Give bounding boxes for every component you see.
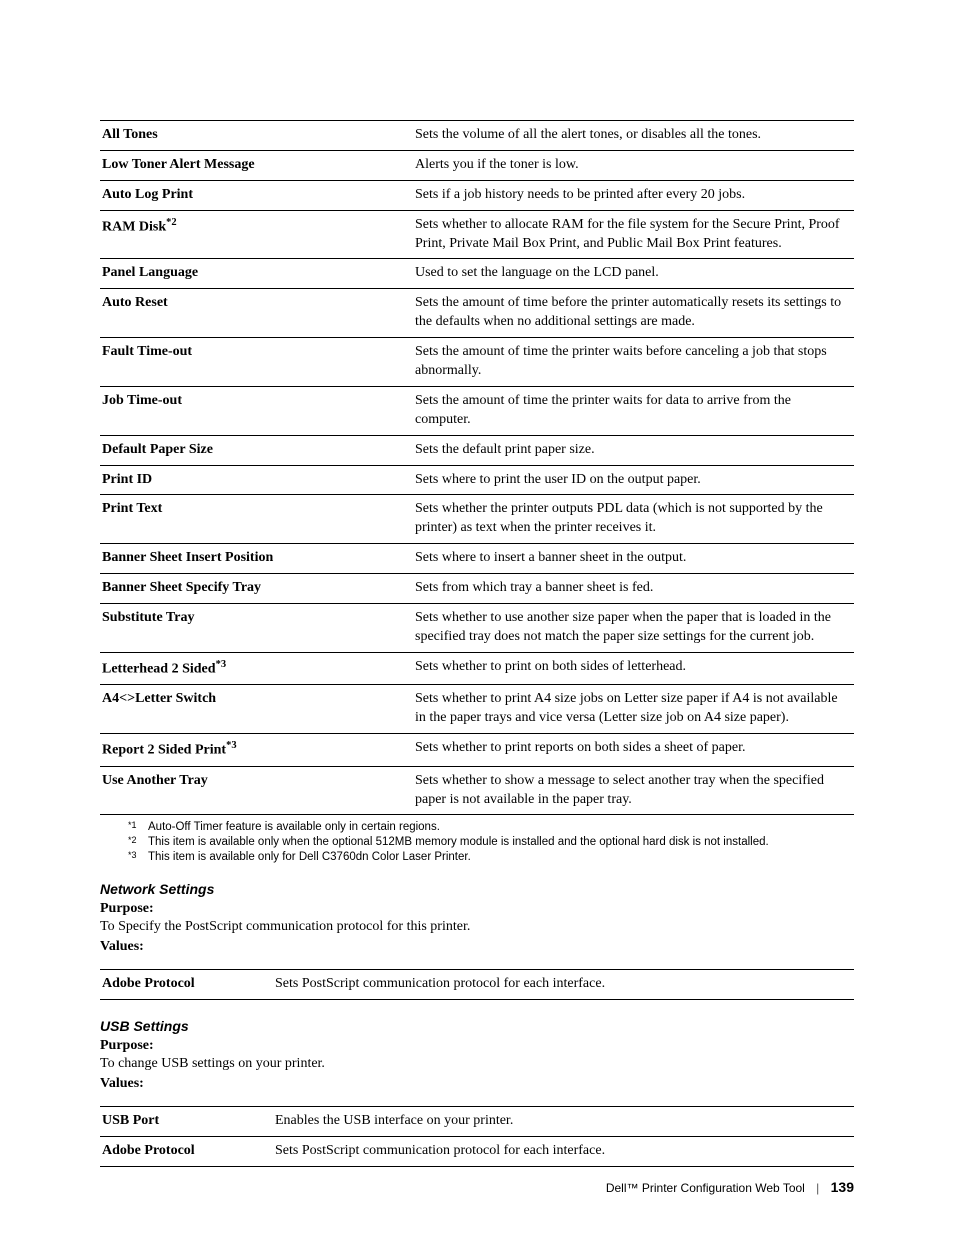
setting-label: Job Time-out: [100, 386, 413, 435]
footnote-ref: *3: [226, 740, 237, 751]
table-row: Adobe ProtocolSets PostScript communicat…: [100, 1137, 854, 1167]
setting-description: Sets whether to allocate RAM for the fil…: [413, 210, 854, 259]
setting-label: Substitute Tray: [100, 604, 413, 653]
setting-label: Letterhead 2 Sided*3: [100, 652, 413, 685]
setting-label: Fault Time-out: [100, 338, 413, 387]
table-row: Letterhead 2 Sided*3Sets whether to prin…: [100, 652, 854, 685]
footnote-text: Auto-Off Timer feature is available only…: [148, 821, 440, 833]
footnote-mark: *2: [128, 835, 148, 847]
table-row: Adobe ProtocolSets PostScript communicat…: [100, 970, 854, 1000]
network-settings-heading: Network Settings: [100, 881, 854, 897]
footnote-ref: *3: [216, 659, 227, 670]
setting-label: Print ID: [100, 465, 413, 495]
setting-description: Sets the default print paper size.: [413, 435, 854, 465]
setting-description: Sets the volume of all the alert tones, …: [413, 121, 854, 151]
footnotes: *1Auto-Off Timer feature is available on…: [100, 821, 854, 863]
footnote-text: This item is available only when the opt…: [148, 836, 769, 848]
setting-description: Sets whether to print reports on both si…: [413, 734, 854, 767]
page-footer: Dell™ Printer Configuration Web Tool | 1…: [606, 1179, 854, 1195]
setting-label: Banner Sheet Specify Tray: [100, 574, 413, 604]
table-row: Report 2 Sided Print*3Sets whether to pr…: [100, 734, 854, 767]
footer-title: Dell™ Printer Configuration Web Tool: [606, 1181, 805, 1195]
footnote: *2This item is available only when the o…: [128, 836, 854, 848]
setting-description: Enables the USB interface on your printe…: [273, 1107, 854, 1137]
footnote-mark: *1: [128, 820, 148, 832]
setting-description: Sets the amount of time the printer wait…: [413, 386, 854, 435]
setting-description: Sets whether to show a message to select…: [413, 766, 854, 815]
table-row: Auto ResetSets the amount of time before…: [100, 289, 854, 338]
document-page: All TonesSets the volume of all the aler…: [0, 0, 954, 1235]
setting-label: Default Paper Size: [100, 435, 413, 465]
footnote: *1Auto-Off Timer feature is available on…: [128, 821, 854, 833]
table-row: Use Another TraySets whether to show a m…: [100, 766, 854, 815]
footnote-text: This item is available only for Dell C37…: [148, 851, 471, 863]
table-row: Job Time-outSets the amount of time the …: [100, 386, 854, 435]
purpose-text: To change USB settings on your printer.: [100, 1056, 854, 1072]
table-row: A4<>Letter SwitchSets whether to print A…: [100, 685, 854, 734]
footnote: *3This item is available only for Dell C…: [128, 851, 854, 863]
setting-description: Alerts you if the toner is low.: [413, 150, 854, 180]
settings-table-main: All TonesSets the volume of all the aler…: [100, 120, 854, 815]
footnote-ref: *2: [166, 217, 177, 228]
setting-label: RAM Disk*2: [100, 210, 413, 259]
setting-label: Report 2 Sided Print*3: [100, 734, 413, 767]
table-row: Print TextSets whether the printer outpu…: [100, 495, 854, 544]
table-row: USB PortEnables the USB interface on you…: [100, 1107, 854, 1137]
setting-label: Auto Log Print: [100, 180, 413, 210]
table-row: RAM Disk*2Sets whether to allocate RAM f…: [100, 210, 854, 259]
setting-label: Adobe Protocol: [100, 1137, 273, 1167]
setting-description: Used to set the language on the LCD pane…: [413, 259, 854, 289]
table-row: Auto Log PrintSets if a job history need…: [100, 180, 854, 210]
setting-label: Print Text: [100, 495, 413, 544]
setting-description: Sets PostScript communication protocol f…: [273, 970, 854, 1000]
setting-description: Sets where to insert a banner sheet in t…: [413, 544, 854, 574]
setting-description: Sets from which tray a banner sheet is f…: [413, 574, 854, 604]
table-row: Banner Sheet Insert PositionSets where t…: [100, 544, 854, 574]
setting-description: Sets whether to use another size paper w…: [413, 604, 854, 653]
table-row: Default Paper SizeSets the default print…: [100, 435, 854, 465]
values-label: Values:: [100, 1076, 854, 1092]
table-row: Fault Time-outSets the amount of time th…: [100, 338, 854, 387]
setting-label: Panel Language: [100, 259, 413, 289]
table-row: Substitute TraySets whether to use anoth…: [100, 604, 854, 653]
setting-label: A4<>Letter Switch: [100, 685, 413, 734]
footer-divider: |: [816, 1181, 819, 1195]
setting-description: Sets PostScript communication protocol f…: [273, 1137, 854, 1167]
table-row: All TonesSets the volume of all the aler…: [100, 121, 854, 151]
footer-page-number: 139: [831, 1179, 854, 1195]
values-label: Values:: [100, 939, 854, 955]
setting-description: Sets whether the printer outputs PDL dat…: [413, 495, 854, 544]
setting-label: Banner Sheet Insert Position: [100, 544, 413, 574]
setting-description: Sets if a job history needs to be printe…: [413, 180, 854, 210]
setting-label: USB Port: [100, 1107, 273, 1137]
purpose-label: Purpose:: [100, 901, 854, 917]
setting-label: Low Toner Alert Message: [100, 150, 413, 180]
usb-settings-heading: USB Settings: [100, 1018, 854, 1034]
setting-label: Auto Reset: [100, 289, 413, 338]
purpose-text: To Specify the PostScript communication …: [100, 919, 854, 935]
setting-label: Adobe Protocol: [100, 970, 273, 1000]
table-row: Print IDSets where to print the user ID …: [100, 465, 854, 495]
network-settings-table: Adobe ProtocolSets PostScript communicat…: [100, 969, 854, 1000]
table-row: Banner Sheet Specify TraySets from which…: [100, 574, 854, 604]
setting-label: All Tones: [100, 121, 413, 151]
table-row: Panel LanguageUsed to set the language o…: [100, 259, 854, 289]
setting-description: Sets whether to print A4 size jobs on Le…: [413, 685, 854, 734]
usb-settings-table: USB PortEnables the USB interface on you…: [100, 1106, 854, 1167]
purpose-label: Purpose:: [100, 1038, 854, 1054]
setting-label: Use Another Tray: [100, 766, 413, 815]
setting-description: Sets whether to print on both sides of l…: [413, 652, 854, 685]
footnote-mark: *3: [128, 850, 148, 862]
setting-description: Sets where to print the user ID on the o…: [413, 465, 854, 495]
setting-description: Sets the amount of time the printer wait…: [413, 338, 854, 387]
setting-description: Sets the amount of time before the print…: [413, 289, 854, 338]
table-row: Low Toner Alert MessageAlerts you if the…: [100, 150, 854, 180]
